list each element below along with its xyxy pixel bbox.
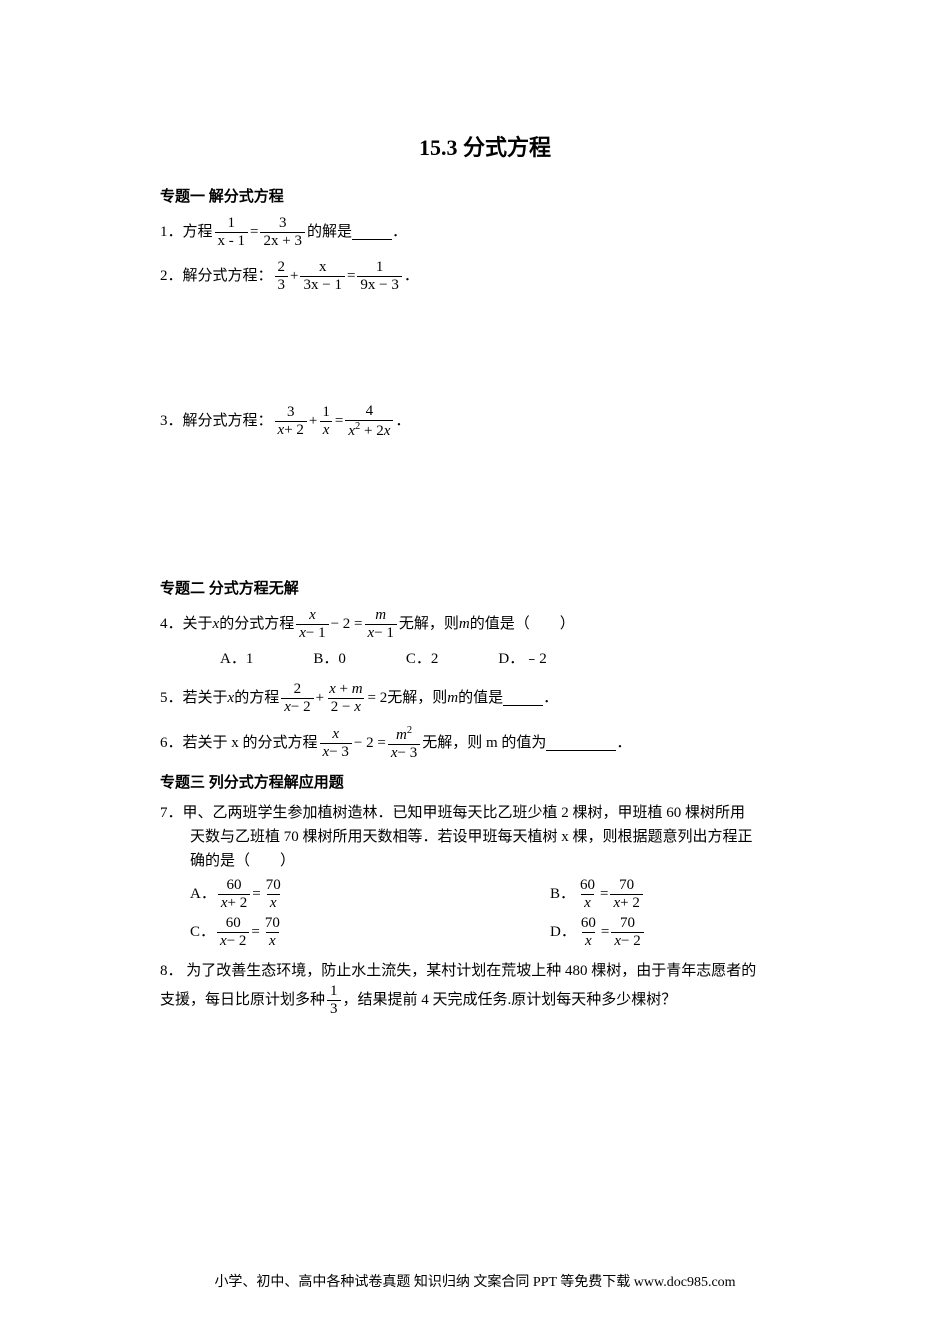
problem-label: 6．若关于 x 的分式方程 bbox=[160, 731, 318, 755]
answer-blank bbox=[546, 735, 616, 751]
choice-b: B．0 bbox=[313, 647, 346, 671]
problem-7: 7．甲、乙两班学生参加植树造林．已知甲班每天比乙班少植 2 棵树，甲班植 60 … bbox=[160, 801, 810, 949]
problem-3: 3．解分式方程： 3 x+ 2 + 1 x = 4 x2 + 2x ． bbox=[160, 403, 810, 439]
problem-label: 7． bbox=[160, 805, 183, 821]
fraction: 1 9x − 3 bbox=[357, 259, 401, 293]
choice-d: D．﹣2 bbox=[498, 647, 546, 671]
problem-label: 1．方程 bbox=[160, 220, 213, 244]
fraction: x x− 1 bbox=[296, 607, 328, 641]
answer-blank bbox=[352, 224, 392, 240]
fraction: 1 3 bbox=[327, 983, 341, 1017]
document-title: 15.3 分式方程 bbox=[160, 130, 810, 165]
answer-blank bbox=[503, 690, 543, 706]
fraction: x 3x − 1 bbox=[300, 259, 344, 293]
section-header-1: 专题一 解分式方程 bbox=[160, 185, 810, 209]
section-header-2: 专题二 分式方程无解 bbox=[160, 577, 810, 601]
problem-label: 2．解分式方程： bbox=[160, 264, 273, 288]
choice-c: C． 60x− 2 = 70x bbox=[190, 915, 450, 949]
choice-c: C．2 bbox=[406, 647, 439, 671]
choice-d: D． 60x = 70x− 2 bbox=[550, 915, 810, 949]
problem-2: 2．解分式方程： 2 3 + x 3x − 1 = 1 9x − 3 ． bbox=[160, 259, 810, 293]
problem-5: 5．若关于 x 的方程 2 x− 2 + x + m 2 − x = 2 无解，… bbox=[160, 681, 810, 715]
problem-label: 3．解分式方程： bbox=[160, 409, 273, 433]
document-page: 15.3 分式方程 专题一 解分式方程 1．方程 1 x - 1 = 3 2x … bbox=[0, 0, 950, 1344]
fraction: x x− 3 bbox=[320, 726, 352, 760]
fraction: x + m 2 − x bbox=[326, 681, 365, 715]
page-footer: 小学、初中、高中各种试卷真题 知识归纳 文案合同 PPT 等免费下载 www.d… bbox=[0, 1272, 950, 1294]
fraction: 3 x+ 2 bbox=[275, 404, 307, 438]
fraction: 2 3 bbox=[275, 259, 289, 293]
choice-b: B． 60x = 70x+ 2 bbox=[550, 877, 810, 911]
fraction: 1 x bbox=[319, 404, 333, 438]
work-space bbox=[160, 449, 810, 569]
problem-6: 6．若关于 x 的分式方程 x x− 3 − 2 = m2 x− 3 无解，则 … bbox=[160, 725, 810, 761]
problem-label: 5．若关于 bbox=[160, 686, 228, 710]
choice-a: A．1 bbox=[220, 647, 253, 671]
problem-label: 8． bbox=[160, 963, 186, 979]
problem-label: 4．关于 bbox=[160, 612, 213, 636]
choice-list: A．1 B．0 C．2 D．﹣2 bbox=[220, 647, 810, 671]
problem-4: 4．关于 x 的分式方程 x x− 1 − 2 = m x− 1 无解，则 m … bbox=[160, 607, 810, 671]
choice-grid: A． 60x+ 2 = 70x B． 60x = 70x+ 2 C． 60x− … bbox=[190, 877, 810, 949]
section-header-3: 专题三 列分式方程解应用题 bbox=[160, 771, 810, 795]
choice-a: A． 60x+ 2 = 70x bbox=[190, 877, 450, 911]
fraction: 4 x2 + 2x bbox=[345, 403, 393, 439]
work-space bbox=[160, 303, 810, 403]
fraction: m2 x− 3 bbox=[388, 725, 420, 761]
fraction: 2 x− 2 bbox=[281, 681, 313, 715]
problem-1: 1．方程 1 x - 1 = 3 2x + 3 的解是 ． bbox=[160, 215, 810, 249]
problem-8: 8． 为了改善生态环境，防止水土流失，某村计划在荒坡上种 480 棵树，由于青年… bbox=[160, 959, 810, 1017]
fraction: m x− 1 bbox=[365, 607, 397, 641]
fraction: 3 2x + 3 bbox=[260, 215, 304, 249]
fraction: 1 x - 1 bbox=[215, 215, 249, 249]
